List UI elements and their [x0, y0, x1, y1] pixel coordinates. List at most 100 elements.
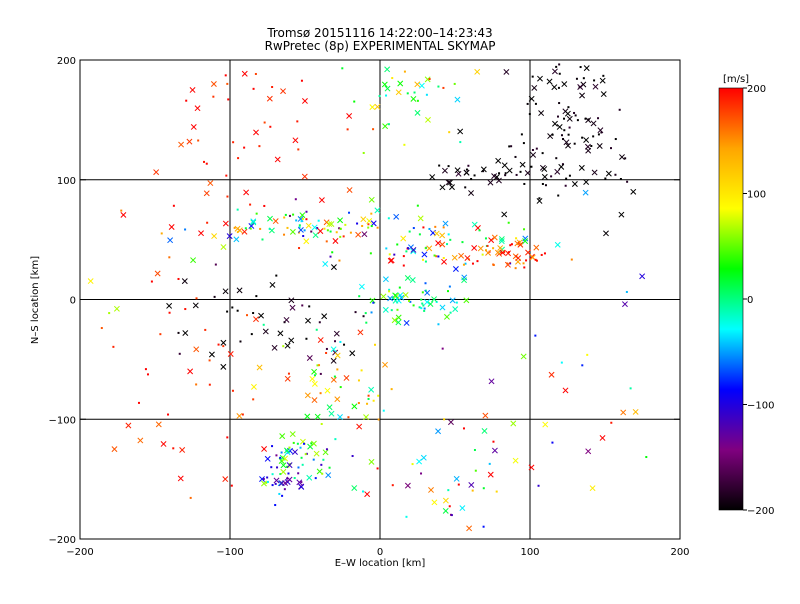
scatter-point-x: [351, 403, 358, 410]
scatter-point-dot: [278, 492, 281, 495]
scatter-point-dot: [304, 453, 307, 456]
scatter-point-x: [506, 167, 513, 174]
scatter-point-x: [618, 211, 625, 218]
scatter-point-dot: [495, 490, 498, 493]
scatter-point-x: [337, 413, 343, 420]
x-tick-label: 100: [520, 547, 539, 558]
scatter-point-x: [363, 414, 370, 421]
scatter-point-x: [250, 383, 257, 390]
scatter-point-x: [582, 189, 589, 196]
scatter-point-dot: [321, 472, 324, 475]
scatter-point-dot: [377, 418, 380, 421]
scatter-point-dot: [449, 311, 452, 314]
scatter-point-dot: [236, 208, 239, 211]
scatter-point-dot: [356, 222, 359, 225]
scatter-point-x: [333, 330, 340, 337]
scatter-point-x: [280, 462, 287, 469]
scatter-point-x: [551, 68, 558, 75]
scatter-point-dot: [167, 413, 170, 416]
scatter-point-dot: [420, 298, 423, 301]
scatter-point-dot: [422, 258, 425, 261]
scatter-point-x: [330, 346, 337, 353]
scatter-point-x: [311, 224, 318, 231]
scatter-point-dot: [226, 436, 229, 439]
scatter-point-dot: [447, 489, 450, 492]
scatter-point-x: [439, 304, 446, 311]
scatter-point-x: [366, 217, 373, 224]
scatter-point-dot: [252, 87, 255, 90]
scatter-point-x: [317, 228, 324, 235]
scatter-point-x: [552, 120, 558, 127]
scatter-point-dot: [305, 452, 308, 455]
scatter-point-dot: [249, 203, 252, 206]
scatter-point-dot: [357, 379, 360, 382]
scatter-point-x: [528, 95, 535, 102]
scatter-point-dot: [408, 300, 411, 303]
scatter-point-dot: [385, 94, 388, 97]
scatter-point-x: [192, 302, 199, 309]
scatter-point-x: [395, 89, 402, 96]
scatter-point-x: [346, 187, 353, 194]
scatter-point-x: [457, 128, 464, 135]
scatter-point-dot: [300, 79, 303, 82]
scatter-point-x: [277, 480, 284, 487]
scatter-point-dot: [523, 182, 526, 185]
scatter-point-x: [286, 462, 293, 469]
scatter-point-x: [137, 437, 144, 444]
colorbar-tick-label: −100: [747, 401, 774, 412]
scatter-point-dot: [457, 483, 460, 486]
scatter-point-dot: [582, 77, 585, 80]
scatter-point-dot: [562, 138, 565, 141]
scatter-point-dot: [271, 86, 274, 89]
scatter-point-dot: [331, 251, 334, 254]
scatter-point-x: [284, 375, 291, 382]
scatter-point-dot: [523, 266, 526, 269]
scatter-point-dot: [418, 306, 421, 309]
scatter-point-x: [431, 296, 438, 303]
scatter-point-x: [416, 458, 423, 465]
scatter-point-dot: [315, 328, 318, 331]
scatter-point-dot: [362, 315, 365, 318]
scatter-point-dot: [541, 182, 544, 185]
scatter-point-x: [154, 270, 161, 277]
scatter-point-dot: [509, 244, 512, 247]
scatter-point-dot: [390, 388, 393, 391]
scatter-point-dot: [329, 230, 332, 233]
scatter-point-x: [554, 168, 561, 175]
scatter-point-x: [325, 472, 332, 479]
scatter-point-x: [441, 258, 447, 265]
scatter-point-dot: [428, 78, 431, 81]
scatter-point-x: [466, 525, 473, 532]
scatter-point-dot: [498, 172, 501, 175]
scatter-point-dot: [424, 282, 427, 285]
scatter-point-x: [289, 431, 296, 438]
scatter-point-dot: [514, 267, 517, 270]
scatter-point-x: [301, 173, 308, 180]
scatter-point-dot: [544, 184, 547, 187]
scatter-point-dot: [540, 253, 543, 256]
scatter-point-x: [558, 163, 565, 170]
scatter-point-dot: [308, 305, 311, 308]
scatter-point-dot: [372, 301, 375, 304]
y-tick-label: 100: [57, 176, 76, 187]
scatter-point-dot: [271, 445, 274, 448]
scatter-point-dot: [365, 321, 368, 324]
colorbar-ticks: 200 100 0 −100 −200: [743, 84, 774, 517]
y-axis-label: N–S location [km]: [30, 256, 41, 344]
scatter-point-x: [531, 84, 538, 91]
scatter-point-x: [577, 84, 584, 90]
scatter-point-x: [395, 319, 402, 326]
scatter-point-dot: [266, 480, 269, 483]
scatter-point-dot: [362, 490, 365, 493]
scatter-point-dot: [243, 146, 246, 149]
scatter-point-dot: [361, 224, 364, 227]
scatter-point-dot: [323, 227, 326, 230]
scatter-point-dot: [184, 228, 187, 231]
scatter-point-dot: [338, 259, 341, 262]
scatter-point-dot: [474, 469, 477, 472]
scatter-point-dot: [372, 399, 375, 402]
scatter-point-dot: [314, 477, 317, 480]
scatter-point-dot: [614, 173, 617, 176]
scatter-point-dot: [576, 119, 579, 122]
scatter-point-x: [330, 264, 337, 271]
